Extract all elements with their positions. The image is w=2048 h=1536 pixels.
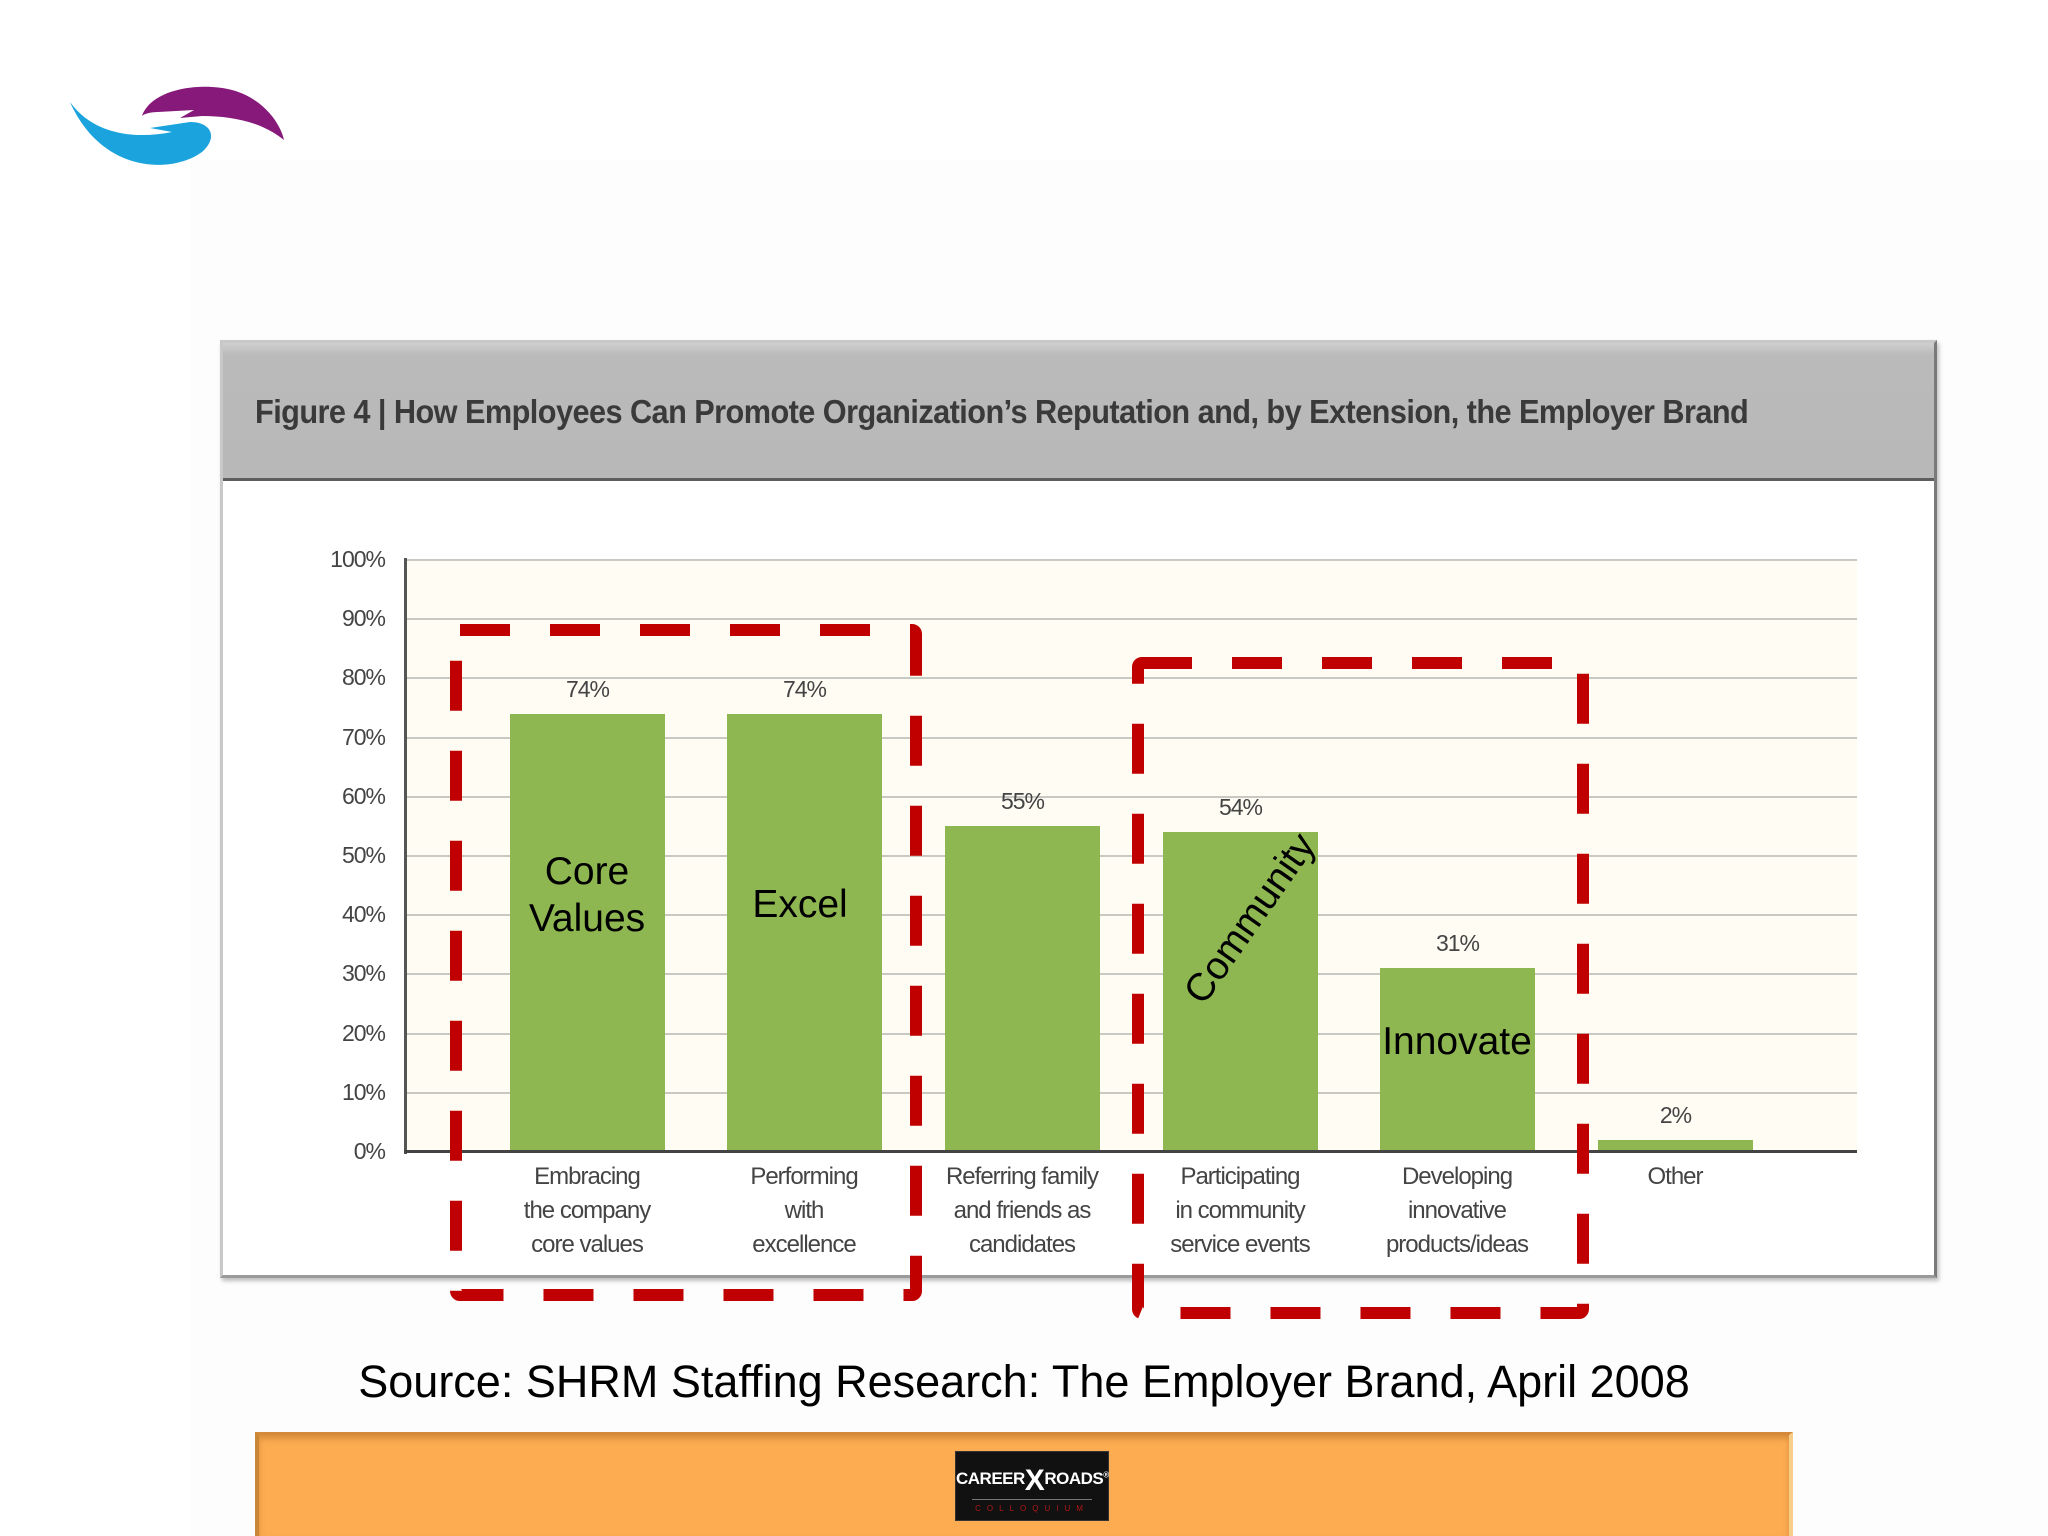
gridline — [406, 914, 1857, 917]
category-label-line: and friends as — [953, 1197, 1092, 1224]
bar — [945, 826, 1100, 1152]
figure-title: Figure 4 | How Employees Can Promote Org… — [255, 393, 1749, 430]
annotation-excel: Excel — [720, 881, 880, 928]
gridline — [406, 618, 1857, 621]
category-label-line: in community — [1175, 1197, 1305, 1224]
bar-value-label: 2% — [1659, 1102, 1692, 1129]
gridline — [406, 973, 1857, 976]
gridline — [406, 736, 1857, 739]
logo-text-career: CAREER — [956, 1469, 1025, 1488]
bar-value-label: 55% — [1000, 788, 1045, 815]
registered-mark: ® — [1103, 1470, 1109, 1480]
category-label-line: Performing — [750, 1163, 858, 1190]
logo-divider — [972, 1499, 1092, 1500]
category-label-line: service events — [1170, 1231, 1310, 1258]
category-label-line: the company — [523, 1197, 651, 1224]
category-label-line: core values — [531, 1231, 644, 1258]
category-label-line: Participating — [1180, 1163, 1300, 1190]
annotation-core-values: Core Values — [512, 848, 662, 942]
y-tick-label: 70% — [341, 723, 386, 750]
category-label-line: innovative — [1407, 1197, 1507, 1224]
gridline — [406, 1091, 1857, 1094]
y-axis — [404, 558, 407, 1154]
gridline — [406, 795, 1857, 798]
annotation-line: Values — [528, 897, 646, 940]
bar-value-label: 54% — [1218, 794, 1263, 821]
figure-header: Figure 4 | How Employees Can Promote Org… — [223, 343, 1934, 481]
highlight-box-community-innovate — [1132, 657, 1589, 1319]
logo-subtext: COLLOQUIUM — [975, 1504, 1089, 1513]
bar-value-label: 74% — [782, 675, 827, 702]
y-tick-label: 80% — [341, 664, 386, 691]
y-tick-label: 100% — [330, 546, 386, 572]
y-tick-label: 0% — [353, 1138, 386, 1164]
gridline — [406, 855, 1857, 857]
bar — [1380, 968, 1535, 1152]
y-tick-label: 60% — [341, 782, 386, 809]
highlight-box-core-excel — [450, 624, 922, 1301]
category-label: Embracing the company core values — [482, 1160, 692, 1262]
y-tick-label: 20% — [341, 1019, 386, 1046]
x-axis — [404, 1150, 1857, 1153]
bar — [727, 713, 882, 1152]
y-tick-label: 10% — [341, 1078, 386, 1105]
category-label: Referring family and friends as candidates — [917, 1160, 1127, 1262]
gridline — [406, 677, 1857, 680]
category-label-line: Embracing — [534, 1163, 641, 1190]
category-label-line: Other — [1647, 1163, 1703, 1190]
y-tick-label: 90% — [341, 605, 386, 632]
category-label-line: products/ideas — [1385, 1231, 1529, 1258]
two-swoosh-hands-logo — [62, 78, 302, 178]
y-tick-label: 50% — [341, 842, 386, 868]
purple-swoosh-icon — [142, 86, 284, 140]
careerxroads-wordmark: CAREERXROADS® — [956, 1464, 1109, 1498]
bar — [1598, 1140, 1753, 1152]
annotation-line: Core — [544, 850, 630, 893]
category-label-line: with — [784, 1197, 825, 1224]
category-label: Performing with excellence — [699, 1160, 909, 1262]
annotation-line: Excel — [752, 883, 848, 926]
category-label-line: Referring family — [945, 1163, 1099, 1190]
careerxroads-logo: CAREERXROADS® COLLOQUIUM — [955, 1451, 1109, 1521]
bar-value-label: 74% — [565, 675, 610, 702]
category-label-line: candidates — [968, 1231, 1076, 1258]
blue-swoosh-icon — [70, 102, 212, 165]
category-label-line: Developing — [1401, 1163, 1513, 1190]
bar — [510, 713, 665, 1152]
category-label-line: excellence — [752, 1231, 856, 1258]
y-tick-label: 40% — [341, 901, 386, 928]
bar — [1163, 832, 1318, 1152]
category-label: Participating in community service events — [1135, 1160, 1345, 1262]
source-citation: Source: SHRM Staffing Research: The Empl… — [358, 1356, 1690, 1407]
annotation-line: Innovate — [1382, 1020, 1532, 1063]
logo-text-x: X — [1024, 1464, 1045, 1497]
logo-text-roads: ROADS — [1044, 1469, 1104, 1488]
gridline — [406, 559, 1857, 561]
gridline — [406, 1032, 1857, 1035]
annotation-innovate: Innovate — [1362, 1018, 1552, 1065]
category-label: Other — [1570, 1160, 1780, 1194]
category-label: Developing innovative products/ideas — [1352, 1160, 1562, 1262]
bar-value-label: 31% — [1435, 930, 1480, 957]
y-tick-label: 30% — [341, 960, 386, 987]
